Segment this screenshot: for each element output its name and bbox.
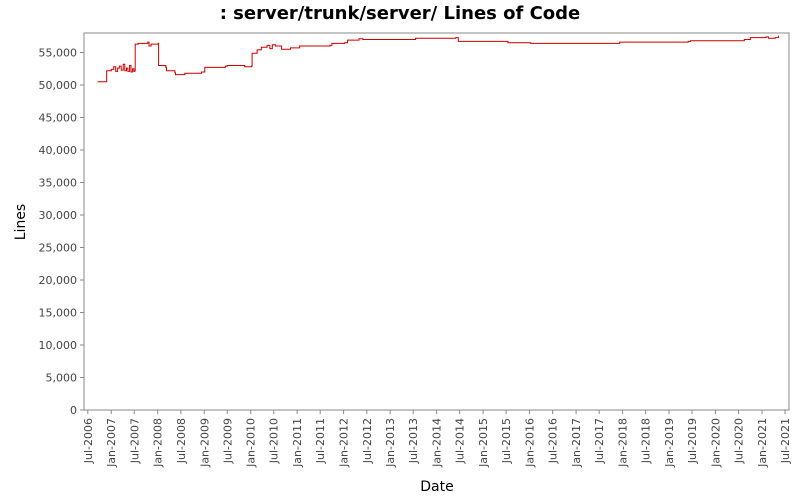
y-tick-label: 15,000 [39,307,78,320]
x-tick-label: Jul-2021 [779,418,792,464]
y-tick-label: 40,000 [39,144,78,157]
x-tick-label: Jan-2015 [477,418,490,468]
x-tick-label: Jan-2013 [384,418,397,468]
y-axis: 0 5,000 10,000 15,000 20,000 25,000 30,000 35,0… [39,47,84,417]
x-tick-label: Jul-2010 [268,418,281,464]
y-tick-label: 35,000 [39,177,78,190]
x-tick-label: Jul-2013 [407,418,420,464]
x-tick-label: Jan-2008 [152,418,165,468]
x-tick-label: Jul-2009 [221,418,234,464]
y-tick-label: 5,000 [46,372,78,385]
x-tick-label: Jan-2010 [245,418,258,468]
y-tick-label: 20,000 [39,274,78,287]
chart-title: : server/trunk/server/ Lines of Code [219,3,581,24]
x-tick-label: Jan-2016 [524,418,537,468]
y-tick-label: 45,000 [39,112,78,125]
y-tick-label: 30,000 [39,209,78,222]
x-tick-label: Jan-2018 [617,418,630,468]
x-axis-title: Date [420,479,453,495]
x-tick-label: Jan-2009 [198,418,211,468]
x-tick-label: Jul-2011 [314,418,327,464]
x-tick-label: Jan-2012 [338,418,351,468]
x-tick-label: Jan-2007 [105,418,118,468]
x-tick-label: Jul-2008 [175,418,188,464]
x-tick-label: Jan-2017 [570,418,583,468]
y-tick-label: 10,000 [39,339,78,352]
x-axis: Jul-2006 Jan-2007 Jul-2007 Jan-2008 Jul-2008… [82,410,792,468]
y-tick-label: 25,000 [39,242,78,255]
y-tick-label: 50,000 [39,79,78,92]
x-tick-label: Jul-2016 [547,418,560,464]
x-tick-label: Jul-2015 [500,418,513,464]
x-tick-label: Jul-2020 [733,418,746,464]
x-tick-label: Jan-2020 [709,418,722,468]
y-axis-title: Lines [13,204,29,240]
plot-area [83,32,790,411]
series-line [97,35,779,83]
x-tick-label: Jan-2014 [431,418,444,468]
x-tick-label: Jul-2006 [82,418,95,464]
y-tick-label: 0 [70,404,77,417]
x-tick-label: Jan-2019 [663,418,676,468]
y-tick-label: 55,000 [39,47,78,60]
x-tick-label: Jul-2014 [454,418,467,464]
x-tick-label: Jul-2019 [686,418,699,464]
x-tick-label: Jul-2018 [640,418,653,464]
x-tick-label: Jan-2011 [291,418,304,468]
x-tick-label: Jul-2017 [593,418,606,464]
x-tick-label: Jan-2021 [756,418,769,468]
x-tick-label: Jul-2007 [128,418,141,464]
x-tick-label: Jul-2012 [361,418,374,464]
